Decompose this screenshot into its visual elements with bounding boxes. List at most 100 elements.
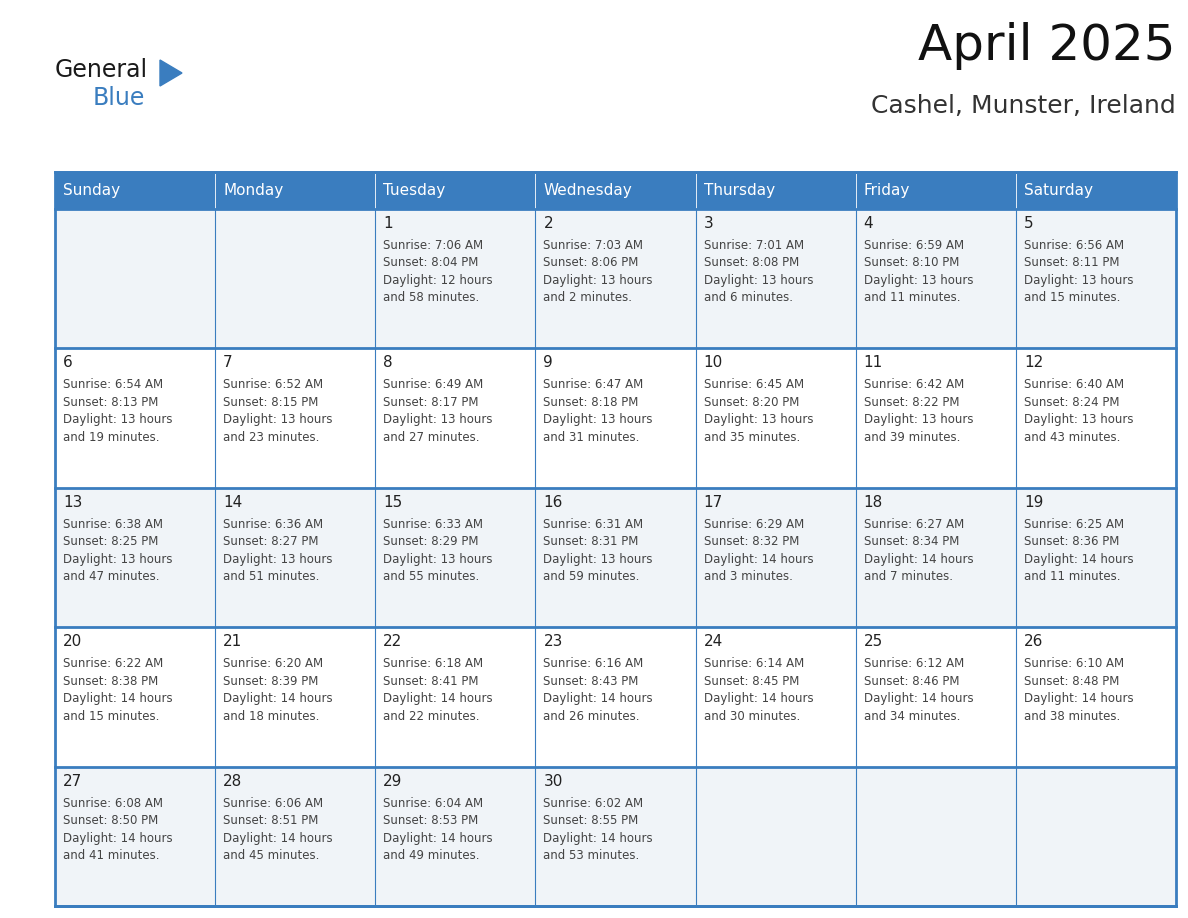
- Text: Blue: Blue: [93, 86, 145, 110]
- Text: Sunrise: 6:20 AM
Sunset: 8:39 PM
Daylight: 14 hours
and 18 minutes.: Sunrise: 6:20 AM Sunset: 8:39 PM Dayligh…: [223, 657, 333, 722]
- Bar: [215, 487, 375, 627]
- Bar: [215, 349, 375, 487]
- Bar: [55, 172, 1176, 209]
- Text: 18: 18: [864, 495, 883, 509]
- Bar: [855, 627, 1016, 767]
- Text: Sunrise: 7:06 AM
Sunset: 8:04 PM
Daylight: 12 hours
and 58 minutes.: Sunrise: 7:06 AM Sunset: 8:04 PM Dayligh…: [384, 239, 493, 305]
- Text: 20: 20: [63, 634, 82, 649]
- Bar: [215, 627, 375, 767]
- Text: Sunrise: 6:56 AM
Sunset: 8:11 PM
Daylight: 13 hours
and 15 minutes.: Sunrise: 6:56 AM Sunset: 8:11 PM Dayligh…: [1024, 239, 1133, 305]
- Text: Sunrise: 6:54 AM
Sunset: 8:13 PM
Daylight: 13 hours
and 19 minutes.: Sunrise: 6:54 AM Sunset: 8:13 PM Dayligh…: [63, 378, 172, 444]
- Text: Sunrise: 6:40 AM
Sunset: 8:24 PM
Daylight: 13 hours
and 43 minutes.: Sunrise: 6:40 AM Sunset: 8:24 PM Dayligh…: [1024, 378, 1133, 444]
- Text: Sunrise: 6:33 AM
Sunset: 8:29 PM
Daylight: 13 hours
and 55 minutes.: Sunrise: 6:33 AM Sunset: 8:29 PM Dayligh…: [384, 518, 493, 583]
- Text: 8: 8: [384, 355, 393, 370]
- Bar: [1016, 487, 1176, 627]
- Bar: [1016, 209, 1176, 349]
- Text: 14: 14: [223, 495, 242, 509]
- Text: Sunrise: 6:12 AM
Sunset: 8:46 PM
Daylight: 14 hours
and 34 minutes.: Sunrise: 6:12 AM Sunset: 8:46 PM Dayligh…: [864, 657, 973, 722]
- Bar: [536, 767, 695, 906]
- Bar: [695, 209, 855, 349]
- Bar: [855, 209, 1016, 349]
- Text: Sunrise: 6:36 AM
Sunset: 8:27 PM
Daylight: 13 hours
and 51 minutes.: Sunrise: 6:36 AM Sunset: 8:27 PM Dayligh…: [223, 518, 333, 583]
- Text: 7: 7: [223, 355, 233, 370]
- Text: 22: 22: [384, 634, 403, 649]
- Text: Cashel, Munster, Ireland: Cashel, Munster, Ireland: [871, 94, 1176, 118]
- Bar: [1016, 349, 1176, 487]
- Bar: [695, 349, 855, 487]
- Text: 12: 12: [1024, 355, 1043, 370]
- Bar: [375, 487, 536, 627]
- Text: Sunrise: 6:31 AM
Sunset: 8:31 PM
Daylight: 13 hours
and 59 minutes.: Sunrise: 6:31 AM Sunset: 8:31 PM Dayligh…: [543, 518, 653, 583]
- Text: Tuesday: Tuesday: [384, 183, 446, 198]
- Bar: [695, 487, 855, 627]
- Text: Sunrise: 6:29 AM
Sunset: 8:32 PM
Daylight: 14 hours
and 3 minutes.: Sunrise: 6:29 AM Sunset: 8:32 PM Dayligh…: [703, 518, 814, 583]
- Text: 29: 29: [384, 774, 403, 789]
- Bar: [55, 627, 215, 767]
- Text: 2: 2: [543, 216, 554, 231]
- Text: Sunrise: 6:16 AM
Sunset: 8:43 PM
Daylight: 14 hours
and 26 minutes.: Sunrise: 6:16 AM Sunset: 8:43 PM Dayligh…: [543, 657, 653, 722]
- Text: Monday: Monday: [223, 183, 284, 198]
- Text: 25: 25: [864, 634, 883, 649]
- Text: Sunrise: 6:52 AM
Sunset: 8:15 PM
Daylight: 13 hours
and 23 minutes.: Sunrise: 6:52 AM Sunset: 8:15 PM Dayligh…: [223, 378, 333, 444]
- Bar: [1016, 627, 1176, 767]
- Text: 28: 28: [223, 774, 242, 789]
- Text: 16: 16: [543, 495, 563, 509]
- Text: 27: 27: [63, 774, 82, 789]
- Text: 15: 15: [384, 495, 403, 509]
- Text: 19: 19: [1024, 495, 1043, 509]
- Bar: [55, 767, 215, 906]
- Bar: [855, 767, 1016, 906]
- Text: General: General: [55, 58, 148, 82]
- Bar: [536, 627, 695, 767]
- Bar: [375, 627, 536, 767]
- Text: Sunrise: 6:47 AM
Sunset: 8:18 PM
Daylight: 13 hours
and 31 minutes.: Sunrise: 6:47 AM Sunset: 8:18 PM Dayligh…: [543, 378, 653, 444]
- Text: Sunday: Sunday: [63, 183, 120, 198]
- Bar: [1016, 767, 1176, 906]
- Text: Sunrise: 6:59 AM
Sunset: 8:10 PM
Daylight: 13 hours
and 11 minutes.: Sunrise: 6:59 AM Sunset: 8:10 PM Dayligh…: [864, 239, 973, 305]
- Bar: [855, 487, 1016, 627]
- Bar: [375, 349, 536, 487]
- Text: Sunrise: 6:42 AM
Sunset: 8:22 PM
Daylight: 13 hours
and 39 minutes.: Sunrise: 6:42 AM Sunset: 8:22 PM Dayligh…: [864, 378, 973, 444]
- Bar: [695, 767, 855, 906]
- Text: 13: 13: [63, 495, 82, 509]
- Text: Sunrise: 6:10 AM
Sunset: 8:48 PM
Daylight: 14 hours
and 38 minutes.: Sunrise: 6:10 AM Sunset: 8:48 PM Dayligh…: [1024, 657, 1133, 722]
- Text: 24: 24: [703, 634, 722, 649]
- Text: 5: 5: [1024, 216, 1034, 231]
- Text: Sunrise: 6:49 AM
Sunset: 8:17 PM
Daylight: 13 hours
and 27 minutes.: Sunrise: 6:49 AM Sunset: 8:17 PM Dayligh…: [384, 378, 493, 444]
- Bar: [375, 767, 536, 906]
- Bar: [215, 767, 375, 906]
- Text: Sunrise: 6:04 AM
Sunset: 8:53 PM
Daylight: 14 hours
and 49 minutes.: Sunrise: 6:04 AM Sunset: 8:53 PM Dayligh…: [384, 797, 493, 862]
- Text: 30: 30: [543, 774, 563, 789]
- Text: 23: 23: [543, 634, 563, 649]
- Text: Sunrise: 6:06 AM
Sunset: 8:51 PM
Daylight: 14 hours
and 45 minutes.: Sunrise: 6:06 AM Sunset: 8:51 PM Dayligh…: [223, 797, 333, 862]
- Bar: [215, 209, 375, 349]
- Text: 4: 4: [864, 216, 873, 231]
- Text: 21: 21: [223, 634, 242, 649]
- Bar: [855, 349, 1016, 487]
- Text: 11: 11: [864, 355, 883, 370]
- Text: Sunrise: 6:45 AM
Sunset: 8:20 PM
Daylight: 13 hours
and 35 minutes.: Sunrise: 6:45 AM Sunset: 8:20 PM Dayligh…: [703, 378, 813, 444]
- Text: 3: 3: [703, 216, 713, 231]
- Text: 1: 1: [384, 216, 393, 231]
- Text: Sunrise: 6:22 AM
Sunset: 8:38 PM
Daylight: 14 hours
and 15 minutes.: Sunrise: 6:22 AM Sunset: 8:38 PM Dayligh…: [63, 657, 172, 722]
- Bar: [375, 209, 536, 349]
- Text: 9: 9: [543, 355, 554, 370]
- Text: Thursday: Thursday: [703, 183, 775, 198]
- Text: Sunrise: 7:01 AM
Sunset: 8:08 PM
Daylight: 13 hours
and 6 minutes.: Sunrise: 7:01 AM Sunset: 8:08 PM Dayligh…: [703, 239, 813, 305]
- Bar: [55, 487, 215, 627]
- Text: Saturday: Saturday: [1024, 183, 1093, 198]
- Text: Sunrise: 6:25 AM
Sunset: 8:36 PM
Daylight: 14 hours
and 11 minutes.: Sunrise: 6:25 AM Sunset: 8:36 PM Dayligh…: [1024, 518, 1133, 583]
- Text: Sunrise: 7:03 AM
Sunset: 8:06 PM
Daylight: 13 hours
and 2 minutes.: Sunrise: 7:03 AM Sunset: 8:06 PM Dayligh…: [543, 239, 653, 305]
- Text: Sunrise: 6:02 AM
Sunset: 8:55 PM
Daylight: 14 hours
and 53 minutes.: Sunrise: 6:02 AM Sunset: 8:55 PM Dayligh…: [543, 797, 653, 862]
- Bar: [695, 627, 855, 767]
- Text: Sunrise: 6:18 AM
Sunset: 8:41 PM
Daylight: 14 hours
and 22 minutes.: Sunrise: 6:18 AM Sunset: 8:41 PM Dayligh…: [384, 657, 493, 722]
- Bar: [536, 487, 695, 627]
- Text: Friday: Friday: [864, 183, 910, 198]
- Text: 26: 26: [1024, 634, 1043, 649]
- Bar: [536, 349, 695, 487]
- Text: April 2025: April 2025: [918, 22, 1176, 70]
- Text: Sunrise: 6:14 AM
Sunset: 8:45 PM
Daylight: 14 hours
and 30 minutes.: Sunrise: 6:14 AM Sunset: 8:45 PM Dayligh…: [703, 657, 814, 722]
- Text: Wednesday: Wednesday: [543, 183, 632, 198]
- Bar: [55, 209, 215, 349]
- Text: 6: 6: [63, 355, 72, 370]
